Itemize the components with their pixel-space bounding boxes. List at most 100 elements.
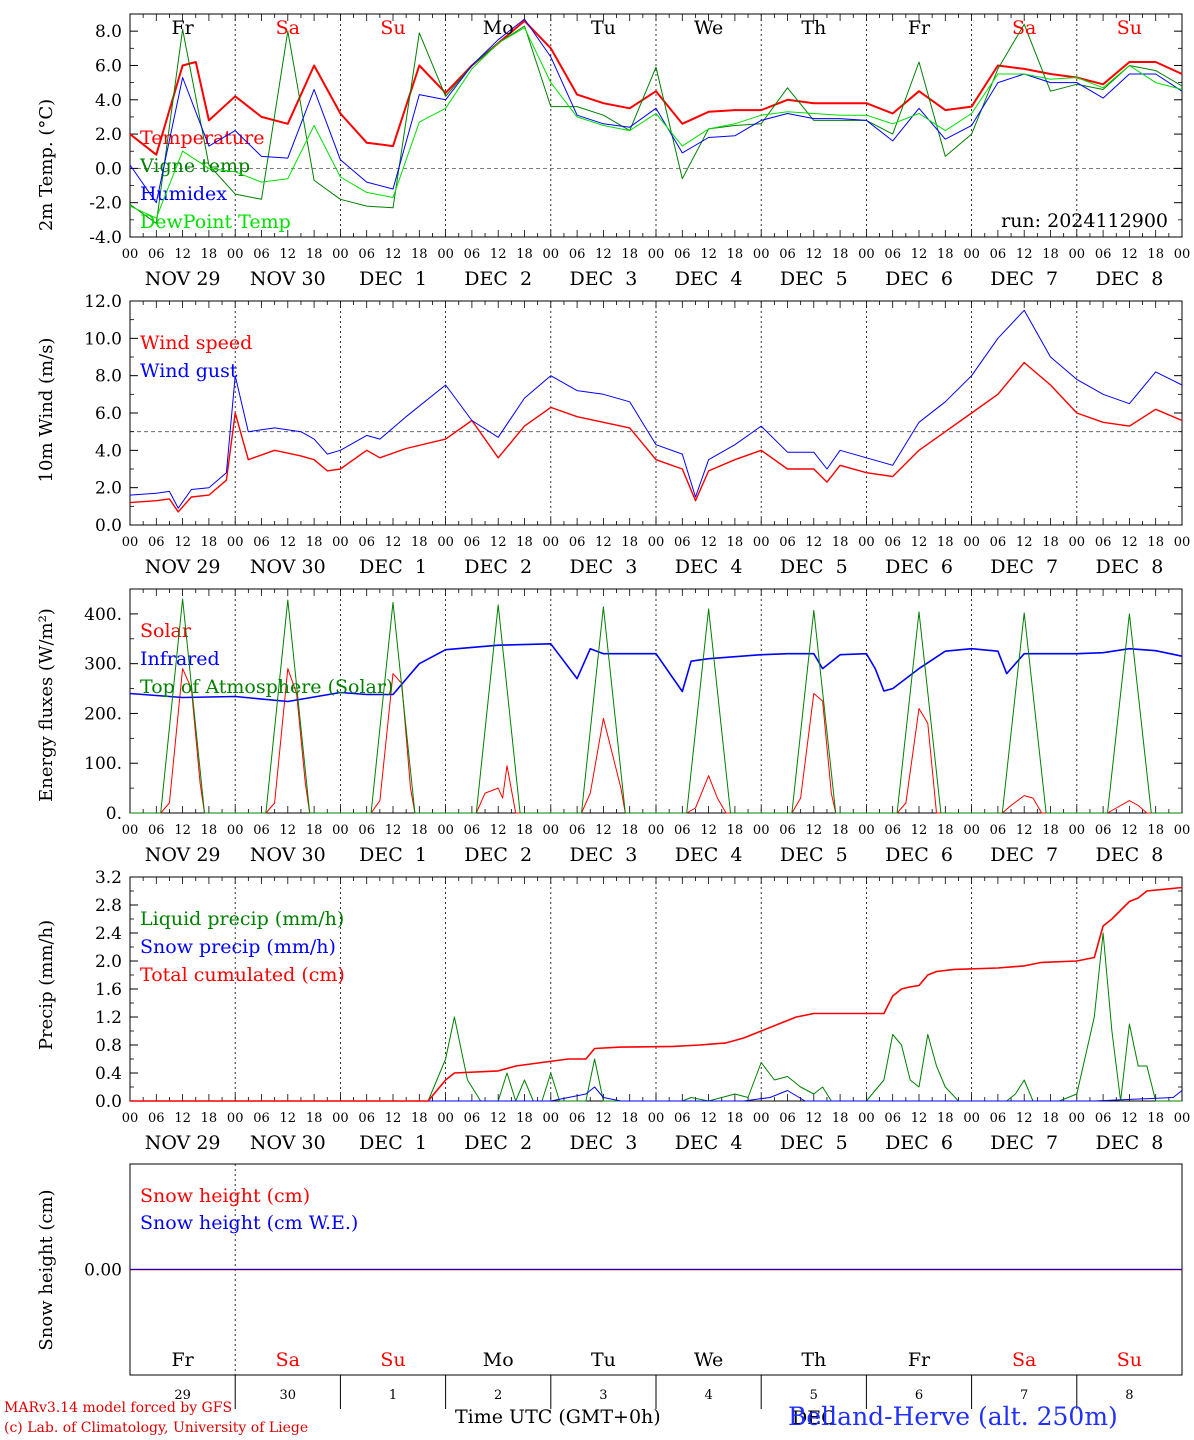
x-hour-label: 00 bbox=[227, 823, 244, 838]
legend-entry: Wind gust bbox=[140, 360, 238, 382]
x-hour-label: 18 bbox=[621, 823, 638, 838]
x-hour-label: 00 bbox=[648, 1111, 665, 1126]
x-hour-label: 18 bbox=[621, 1111, 638, 1126]
x-hour-label: 06 bbox=[253, 535, 270, 550]
x-hour-label: 06 bbox=[884, 1111, 901, 1126]
x-hour-label: 00 bbox=[543, 823, 560, 838]
y-tick-label: 4.0 bbox=[95, 441, 122, 461]
x-hour-label: 00 bbox=[122, 535, 139, 550]
x-hour-label: 12 bbox=[595, 1111, 612, 1126]
weekday-label-bottom: Fr bbox=[171, 1349, 194, 1371]
x-hour-label: 00 bbox=[122, 1111, 139, 1126]
x-hour-label: 12 bbox=[174, 535, 191, 550]
run-label: run: 2024112900 bbox=[1001, 210, 1168, 232]
series-line bbox=[130, 1086, 1183, 1102]
legend-entry: Liquid precip (mm/h) bbox=[140, 908, 344, 930]
weekday-label: Su bbox=[380, 17, 405, 39]
x-date-label: DEC 5 bbox=[780, 556, 848, 578]
copyright-line: (c) Lab. of Climatology, University of L… bbox=[4, 1420, 309, 1436]
x-hour-label: 18 bbox=[1042, 247, 1059, 262]
x-hour-label: 18 bbox=[621, 535, 638, 550]
x-hour-label: 06 bbox=[779, 247, 796, 262]
y-tick-label: 6.0 bbox=[95, 404, 122, 424]
x-date-label: DEC 6 bbox=[885, 556, 953, 578]
weekday-label: Fr bbox=[171, 17, 194, 39]
x-hour-label: 18 bbox=[727, 535, 744, 550]
x-hour-label: 06 bbox=[884, 535, 901, 550]
x-hour-label: 00 bbox=[648, 247, 665, 262]
x-axis-title: Time UTC (GMT+0h) bbox=[455, 1406, 661, 1428]
x-hour-label: 12 bbox=[1121, 823, 1138, 838]
x-hour-label: 12 bbox=[385, 247, 402, 262]
x-hour-label: 12 bbox=[911, 535, 928, 550]
y-tick-label: 3.2 bbox=[95, 868, 122, 888]
x-hour-label: 12 bbox=[806, 247, 823, 262]
y-axis-label: Precip (mm/h) bbox=[36, 920, 57, 1050]
x-hour-label: 06 bbox=[884, 247, 901, 262]
x-hour-label: 18 bbox=[1147, 247, 1164, 262]
x-hour-label: 18 bbox=[201, 823, 218, 838]
x-hour-label: 12 bbox=[385, 535, 402, 550]
x-hour-label: 18 bbox=[201, 1111, 218, 1126]
weekday-label: Su bbox=[1117, 17, 1142, 39]
x-date-label: NOV 29 bbox=[145, 844, 221, 866]
day-number: 29 bbox=[174, 1388, 191, 1403]
day-number: 5 bbox=[810, 1388, 818, 1403]
x-hour-label: 06 bbox=[358, 823, 375, 838]
x-hour-label: 18 bbox=[832, 823, 849, 838]
x-hour-label: 00 bbox=[753, 247, 770, 262]
x-hour-label: 00 bbox=[1069, 535, 1086, 550]
x-date-label: DEC 6 bbox=[885, 268, 953, 290]
x-date-label: DEC 2 bbox=[464, 1132, 532, 1154]
y-tick-label: 1.2 bbox=[95, 1008, 122, 1028]
y-tick-label: 0.8 bbox=[95, 1036, 122, 1056]
x-hour-label: 18 bbox=[516, 823, 533, 838]
y-tick-label: 0.00 bbox=[84, 1261, 122, 1281]
x-hour-label: 18 bbox=[832, 247, 849, 262]
x-hour-label: 18 bbox=[306, 535, 323, 550]
x-hour-label: 18 bbox=[937, 247, 954, 262]
legend-entry: DewPoint Temp bbox=[140, 211, 291, 233]
month-label: DEC bbox=[792, 1407, 836, 1429]
y-tick-label: 0. bbox=[106, 804, 122, 824]
x-hour-label: 00 bbox=[858, 1111, 875, 1126]
series-line bbox=[129, 361, 1183, 513]
x-hour-label: 00 bbox=[963, 247, 980, 262]
x-hour-label: 12 bbox=[595, 247, 612, 262]
x-hour-label: 00 bbox=[963, 535, 980, 550]
x-hour-label: 06 bbox=[464, 1111, 481, 1126]
x-date-label: DEC 4 bbox=[675, 1132, 743, 1154]
x-hour-label: 00 bbox=[122, 823, 139, 838]
x-hour-label: 12 bbox=[490, 535, 507, 550]
x-hour-label: 06 bbox=[464, 247, 481, 262]
x-date-label: DEC 7 bbox=[990, 844, 1058, 866]
x-hour-label: 06 bbox=[358, 247, 375, 262]
weekday-label-bottom: Su bbox=[1117, 1349, 1142, 1371]
x-hour-label: 06 bbox=[990, 535, 1007, 550]
y-tick-label: 300. bbox=[84, 655, 122, 675]
y-tick-label: 4.0 bbox=[95, 91, 122, 111]
x-hour-label: 06 bbox=[674, 1111, 691, 1126]
y-tick-label: 8.0 bbox=[95, 367, 122, 387]
weekday-label: Fr bbox=[908, 17, 931, 39]
weekday-label-bottom: We bbox=[694, 1349, 723, 1371]
x-date-label: DEC 6 bbox=[885, 1132, 953, 1154]
x-hour-label: 00 bbox=[1069, 247, 1086, 262]
y-tick-label: 2.4 bbox=[95, 924, 122, 944]
x-hour-label: 00 bbox=[332, 247, 349, 262]
x-hour-label: 06 bbox=[1095, 823, 1112, 838]
x-date-label: NOV 30 bbox=[250, 556, 326, 578]
weekday-label: Sa bbox=[1012, 17, 1036, 39]
legend-entry: Wind speed bbox=[140, 332, 252, 354]
weekday-label: We bbox=[694, 17, 723, 39]
y-tick-label: -4.0 bbox=[89, 228, 122, 248]
x-hour-label: 00 bbox=[437, 247, 454, 262]
x-hour-label: 12 bbox=[1016, 823, 1033, 838]
y-axis-label: Snow height (cm) bbox=[36, 1189, 57, 1350]
weekday-label-bottom: Tu bbox=[591, 1349, 616, 1371]
x-hour-label: 12 bbox=[1121, 247, 1138, 262]
y-tick-label: 6.0 bbox=[95, 56, 122, 76]
x-date-label: DEC 2 bbox=[464, 844, 532, 866]
y-tick-label: 100. bbox=[84, 754, 122, 774]
x-hour-label: 00 bbox=[122, 247, 139, 262]
